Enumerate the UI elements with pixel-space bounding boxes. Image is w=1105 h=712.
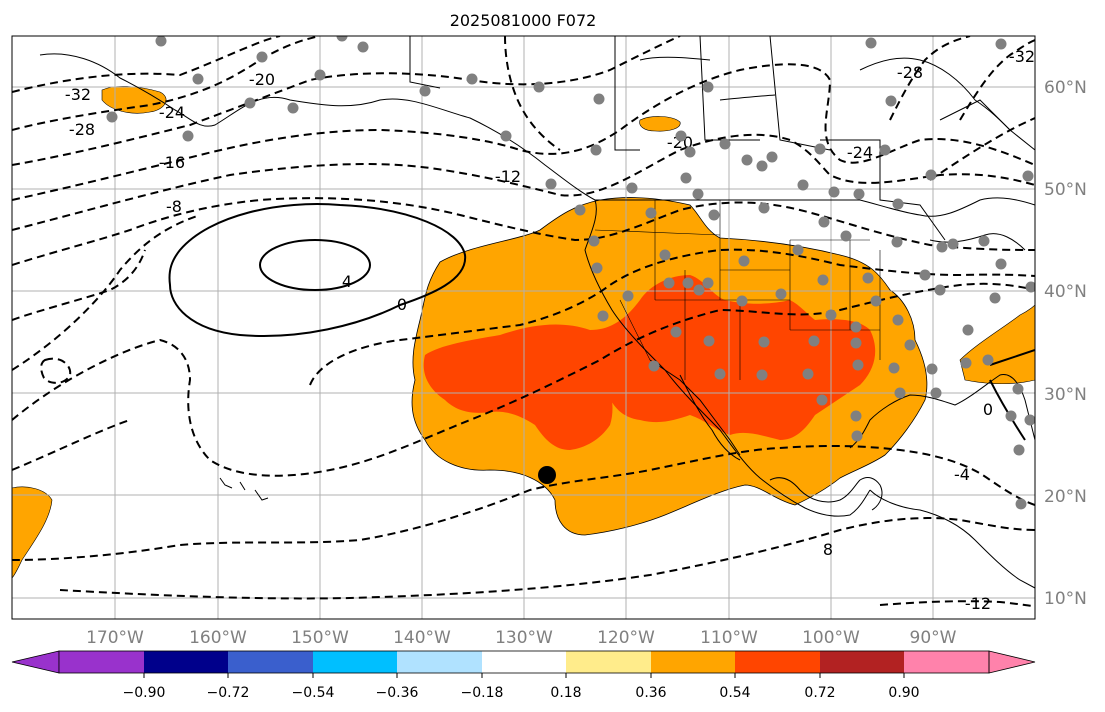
map-frame xyxy=(11,35,1036,620)
colorbar-tick-label: −0.18 xyxy=(461,685,504,701)
lon-tick-label: 160°W xyxy=(189,628,247,648)
state-borders xyxy=(594,200,881,380)
contour-label: -20 xyxy=(667,133,693,152)
contour-label: -28 xyxy=(897,63,923,82)
contour-label: 4 xyxy=(342,272,352,291)
anomaly-fill-florida xyxy=(959,304,1035,385)
longitude-tick-labels: 170°W 160°W 150°W 140°W 130°W 120°W 110°… xyxy=(86,628,957,648)
lon-tick-label: 120°W xyxy=(597,628,655,648)
contour-label: 0 xyxy=(397,295,407,314)
colorbar: −0.90 −0.72 −0.54 −0.36 −0.18 0.18 0.36 … xyxy=(11,650,1036,701)
colorbar-tick-label: 0.36 xyxy=(635,685,666,701)
lon-tick-label: 150°W xyxy=(291,628,349,648)
colorbar-tick-labels: −0.90 −0.72 −0.54 −0.36 −0.18 0.18 0.36 … xyxy=(123,685,920,701)
contour-label: -12 xyxy=(965,594,991,613)
lat-tick-label: 10°N xyxy=(1044,589,1087,609)
colorbar-bin xyxy=(228,651,313,673)
contour-4 xyxy=(259,239,371,291)
lon-tick-label: 130°W xyxy=(495,628,553,648)
station-markers xyxy=(106,36,1035,510)
colorbar-bin xyxy=(566,651,651,673)
contour-label: -24 xyxy=(159,103,185,122)
contour-label: -32 xyxy=(1009,47,1035,66)
colorbar-extend-high xyxy=(988,650,1036,674)
contour-label: -20 xyxy=(249,70,275,89)
contour-labels: -32 -28 -24 -20 -16 -12 -8 -4 0 4 8 -12 … xyxy=(65,47,1035,613)
lon-tick-label: 170°W xyxy=(86,628,144,648)
target-location-marker xyxy=(538,466,556,484)
colorbar-bin xyxy=(820,651,904,673)
lat-tick-label: 40°N xyxy=(1044,282,1087,302)
colorbar-tick-label: 0.54 xyxy=(719,685,750,701)
colorbar-bin xyxy=(144,651,228,673)
colorbar-bin xyxy=(482,651,566,673)
lon-tick-label: 100°W xyxy=(802,628,860,648)
lat-tick-label: 20°N xyxy=(1044,487,1087,507)
contour-label: -32 xyxy=(65,85,91,104)
contour-label: -8 xyxy=(166,197,182,216)
figure-title: 2025081000 F072 xyxy=(450,11,597,30)
contour-label: -12 xyxy=(495,167,521,186)
colorbar-tick-label: 0.90 xyxy=(888,685,919,701)
anomaly-fill-red xyxy=(423,275,876,450)
contour-label: 8 xyxy=(823,540,833,559)
colorbar-tick-label: −0.36 xyxy=(376,685,419,701)
contour-label: -16 xyxy=(159,153,185,172)
anomaly-fill-canada xyxy=(639,116,681,132)
contour-0-east xyxy=(989,349,1035,441)
latitude-tick-labels: 10°N 20°N 30°N 40°N 50°N 60°N xyxy=(1044,78,1087,609)
colorbar-extend-low xyxy=(11,650,60,674)
anomaly-fill-pacific-west xyxy=(12,486,53,579)
colorbar-tick-label: −0.72 xyxy=(207,685,250,701)
lat-tick-label: 30°N xyxy=(1044,385,1087,405)
height-contours xyxy=(168,203,1035,441)
lon-tick-label: 110°W xyxy=(700,628,758,648)
colorbar-bin xyxy=(59,651,144,673)
colorbar-tick-label: −0.54 xyxy=(292,685,335,701)
contour-label: 0 xyxy=(983,400,993,419)
coastlines xyxy=(39,36,1035,589)
colorbar-tick-label: 0.18 xyxy=(550,685,581,701)
colorbar-bin xyxy=(735,651,820,673)
lat-tick-label: 60°N xyxy=(1044,78,1087,98)
colorbar-bin xyxy=(313,651,397,673)
colorbar-tick-label: −0.90 xyxy=(123,685,166,701)
contour-label: -4 xyxy=(954,465,970,484)
colorbar-frame xyxy=(58,650,990,674)
map-panel: -32 -28 -24 -20 -16 -12 -8 -4 0 4 8 -12 … xyxy=(11,35,1087,648)
colorbar-tick-label: 0.72 xyxy=(804,685,835,701)
contour-label: -24 xyxy=(847,143,873,162)
lat-tick-label: 50°N xyxy=(1044,180,1087,200)
colorbar-bin xyxy=(397,651,482,673)
colorbar-bin xyxy=(904,651,989,673)
contour-0-solid xyxy=(168,203,467,337)
lon-tick-label: 90°W xyxy=(910,628,957,648)
contour-label: -28 xyxy=(69,120,95,139)
colorbar-ticks xyxy=(143,673,905,678)
lon-tick-label: 140°W xyxy=(393,628,451,648)
colorbar-bin xyxy=(651,651,735,673)
